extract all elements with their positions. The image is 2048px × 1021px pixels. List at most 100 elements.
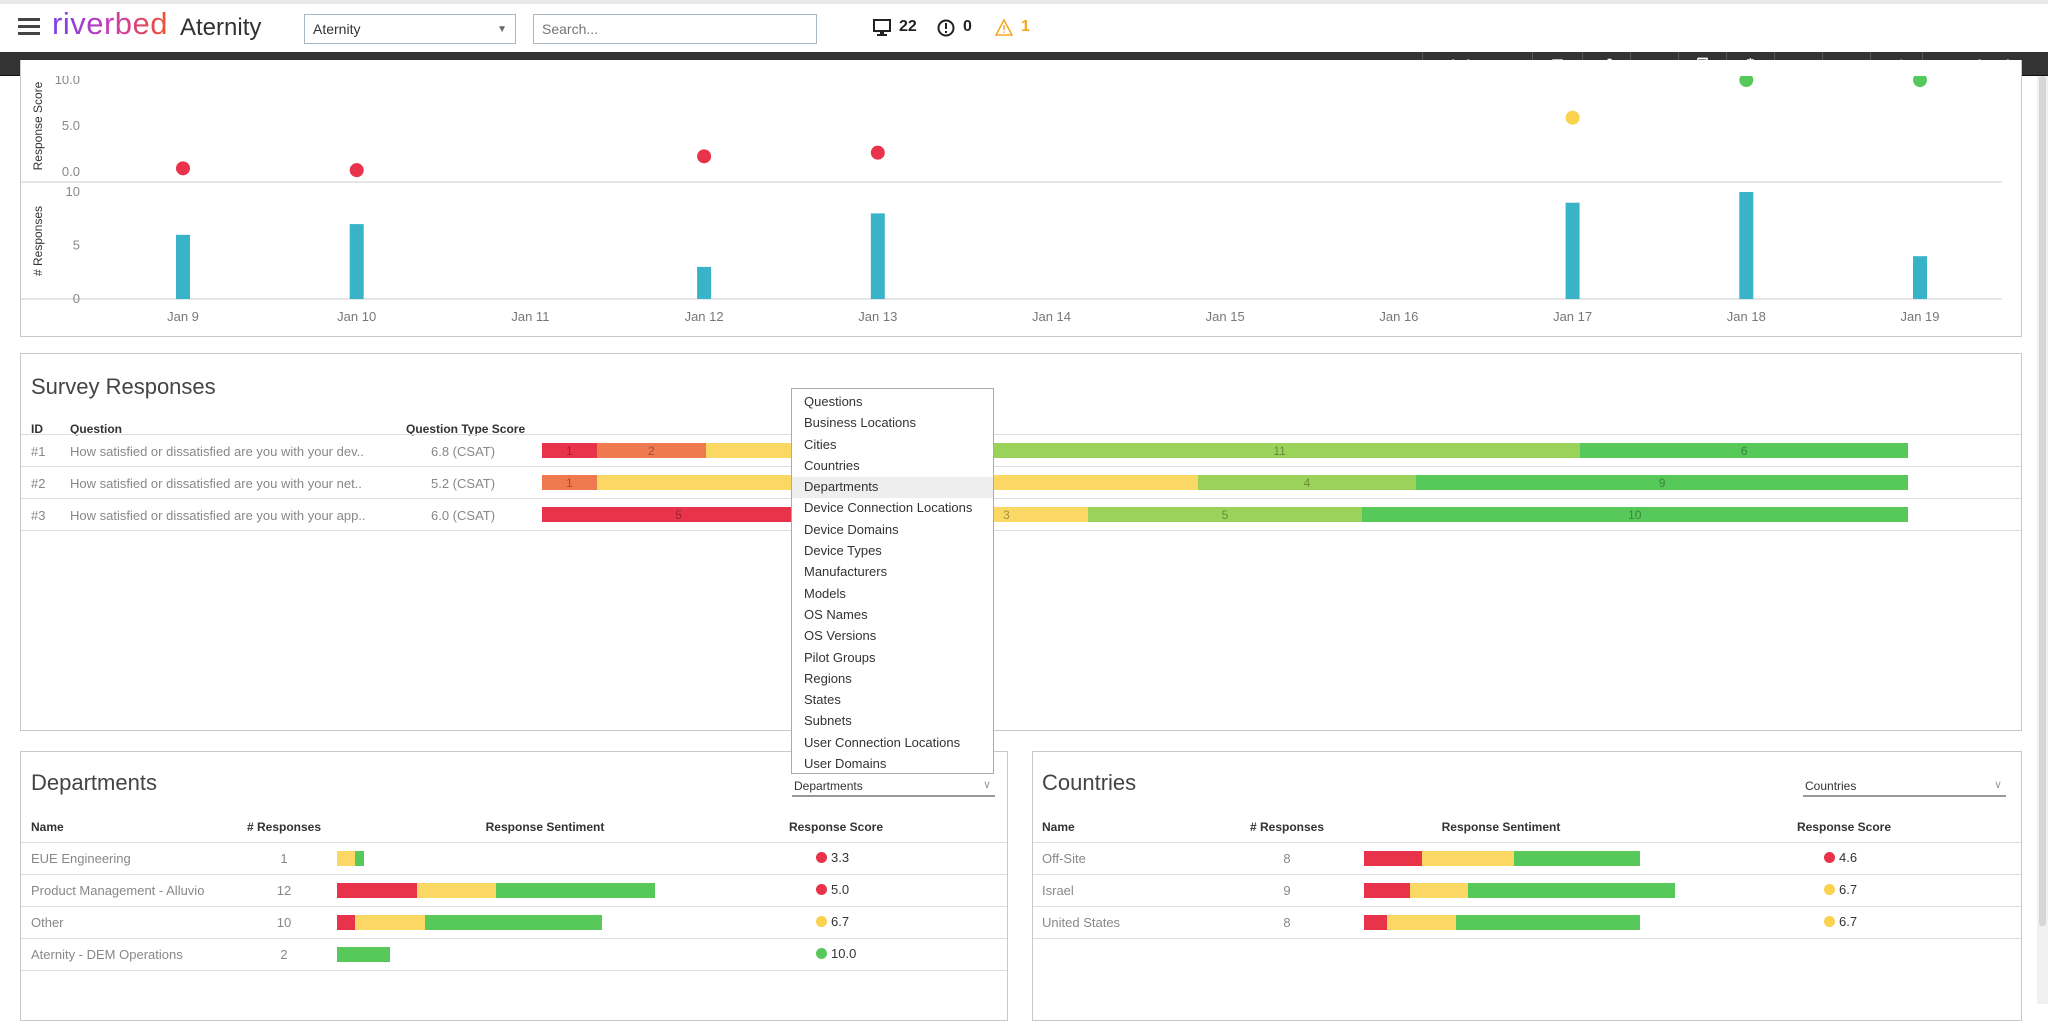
sentiment-segment[interactable] [337, 915, 355, 930]
dropdown-option[interactable]: Departments [792, 477, 993, 499]
sentiment-segment[interactable]: 1 [542, 443, 597, 458]
warning-icon[interactable] [995, 19, 1013, 36]
survey-row[interactable]: #3 How satisfied or dissatisfied are you … [21, 500, 2021, 530]
table-row[interactable]: Off-Site 8 4.6 [1033, 843, 2021, 874]
score-point[interactable] [1913, 76, 1927, 87]
x-tick-label: Jan 17 [1553, 309, 1592, 324]
responses-bar[interactable] [870, 213, 885, 299]
sentiment-segment[interactable] [354, 851, 364, 866]
score-point[interactable] [349, 163, 364, 178]
table-row[interactable]: Israel 9 6.7 [1033, 875, 2021, 906]
sentiment-bar[interactable]: 11149 [542, 475, 1908, 490]
errors-count[interactable]: 0 [963, 18, 972, 35]
dropdown-option[interactable]: Countries [804, 457, 860, 473]
table-row[interactable]: Aternity - DEM Operations 2 10.0 [21, 939, 1007, 970]
dropdown-option[interactable]: Questions [804, 394, 863, 409]
row-responses: 2 [280, 947, 288, 962]
dropdown-option[interactable]: Cities [804, 436, 837, 452]
dropdown-option[interactable]: Business Locations [804, 415, 917, 431]
sentiment-segment[interactable]: 6 [1580, 443, 1908, 458]
sentiment-segment[interactable] [337, 947, 391, 962]
sentiment-segment[interactable]: 2 [596, 443, 706, 458]
responses-bar[interactable] [1565, 202, 1580, 299]
sentiment-segment[interactable] [1364, 883, 1410, 898]
responses-bar[interactable] [176, 234, 190, 299]
scrollbar-thumb[interactable] [2039, 76, 2046, 926]
hamburger-menu-icon[interactable] [18, 18, 40, 36]
survey-row[interactable]: #2 How satisfied or dissatisfied are you … [21, 468, 2021, 498]
alert-circle-icon[interactable] [937, 19, 955, 37]
sentiment-segment[interactable] [425, 915, 603, 930]
table-row[interactable]: Other 10 6.7 [21, 907, 1007, 938]
dropdown-option[interactable]: Models [804, 585, 846, 601]
responses-bar[interactable] [697, 266, 712, 299]
countries-select-value: Countries [1805, 779, 1857, 793]
survey-row[interactable]: #1 How satisfied or dissatisfied are you … [21, 436, 2021, 466]
dropdown-option[interactable]: Manufacturers [804, 564, 888, 580]
dropdown-option[interactable]: Subnets [804, 713, 852, 729]
sentiment-segment[interactable] [1513, 851, 1640, 866]
col-name: Name [1042, 820, 1075, 834]
dropdown-option[interactable]: OS Versions [804, 628, 877, 644]
responses-bar[interactable] [1739, 192, 1754, 299]
table-row[interactable]: EUE Engineering 1 3.3 [21, 843, 1007, 874]
dropdown-option[interactable]: Device Domains [804, 521, 899, 537]
dropdown-option[interactable]: States [804, 692, 841, 708]
sentiment-segment[interactable] [1421, 851, 1514, 866]
sentiment-segment[interactable]: 5 [1088, 507, 1362, 522]
dropdown-option[interactable]: Device Types [804, 543, 882, 559]
sentiment-segment[interactable]: 1 [542, 475, 597, 490]
dropdown-option[interactable]: Device Connection Locations [804, 500, 973, 516]
sentiment-bar[interactable]: 523510 [542, 507, 1908, 522]
score-point[interactable] [1565, 110, 1580, 125]
devices-count[interactable]: 22 [899, 18, 917, 35]
sentiment-bar[interactable]: 125116 [542, 443, 1908, 458]
page-scrollbar[interactable] [2037, 76, 2048, 1004]
sentiment-segment[interactable]: 9 [1416, 475, 1908, 490]
responses-bar[interactable] [349, 224, 364, 299]
departments-select-value: Departments [794, 779, 863, 793]
warnings-count[interactable]: 1 [1021, 18, 1030, 35]
score-point[interactable] [870, 145, 885, 160]
sentiment-segment[interactable] [1387, 915, 1456, 930]
dropdown-option[interactable]: User Domains [804, 756, 887, 772]
table-row[interactable]: Product Management - Alluvio 12 5.0 [21, 875, 1007, 906]
y-tick-responses: 0 [73, 291, 80, 306]
x-tick-label: Jan 19 [1900, 309, 1939, 324]
score-point[interactable] [697, 149, 712, 164]
row-name: Aternity - DEM Operations [31, 947, 183, 962]
sentiment-segment[interactable] [1410, 883, 1468, 898]
score-value: 6.7 [1839, 914, 1858, 929]
search-input[interactable] [533, 14, 817, 44]
environment-select[interactable]: Aternity ▼ [304, 14, 516, 44]
dropdown-option[interactable]: User Connection Locations [804, 734, 961, 750]
sentiment-segment[interactable] [1456, 915, 1640, 930]
departments-select[interactable]: Departments ∨ [792, 777, 995, 797]
row-responses: 1 [280, 851, 288, 866]
score-point[interactable] [1739, 76, 1754, 87]
dropdown-option[interactable]: OS Names [804, 606, 868, 622]
dimension-dropdown-list[interactable]: Questions Business Locations Cities Countri… [791, 388, 994, 774]
sentiment-segment[interactable] [354, 915, 426, 930]
countries-select[interactable]: Countries ∨ [1803, 777, 2006, 797]
table-row[interactable]: United States 8 6.7 [1033, 907, 2021, 938]
sentiment-segment[interactable] [496, 883, 656, 898]
monitor-icon[interactable] [873, 19, 891, 37]
y-tick-responses: 10 [66, 184, 80, 199]
sentiment-segment[interactable] [1364, 915, 1387, 930]
sentiment-segment[interactable]: 5 [542, 507, 816, 522]
sentiment-segment[interactable]: 10 [1361, 507, 1908, 522]
sentiment-segment[interactable]: 4 [1197, 475, 1417, 490]
countries-panel: Countries Countries ∨ Name # Responses Resp… [1032, 751, 2022, 1021]
sentiment-segment[interactable] [1364, 851, 1422, 866]
score-status-dot [816, 948, 827, 959]
score-point[interactable] [176, 161, 190, 176]
sentiment-segment[interactable] [1467, 883, 1675, 898]
sentiment-segment[interactable] [337, 851, 355, 866]
sentiment-segment[interactable] [416, 883, 497, 898]
sentiment-segment[interactable] [337, 883, 417, 898]
sentiment-segment[interactable]: 11 [979, 443, 1581, 458]
dropdown-option[interactable]: Regions [804, 670, 852, 686]
responses-bar[interactable] [1913, 256, 1927, 299]
dropdown-option[interactable]: Pilot Groups [804, 649, 876, 665]
